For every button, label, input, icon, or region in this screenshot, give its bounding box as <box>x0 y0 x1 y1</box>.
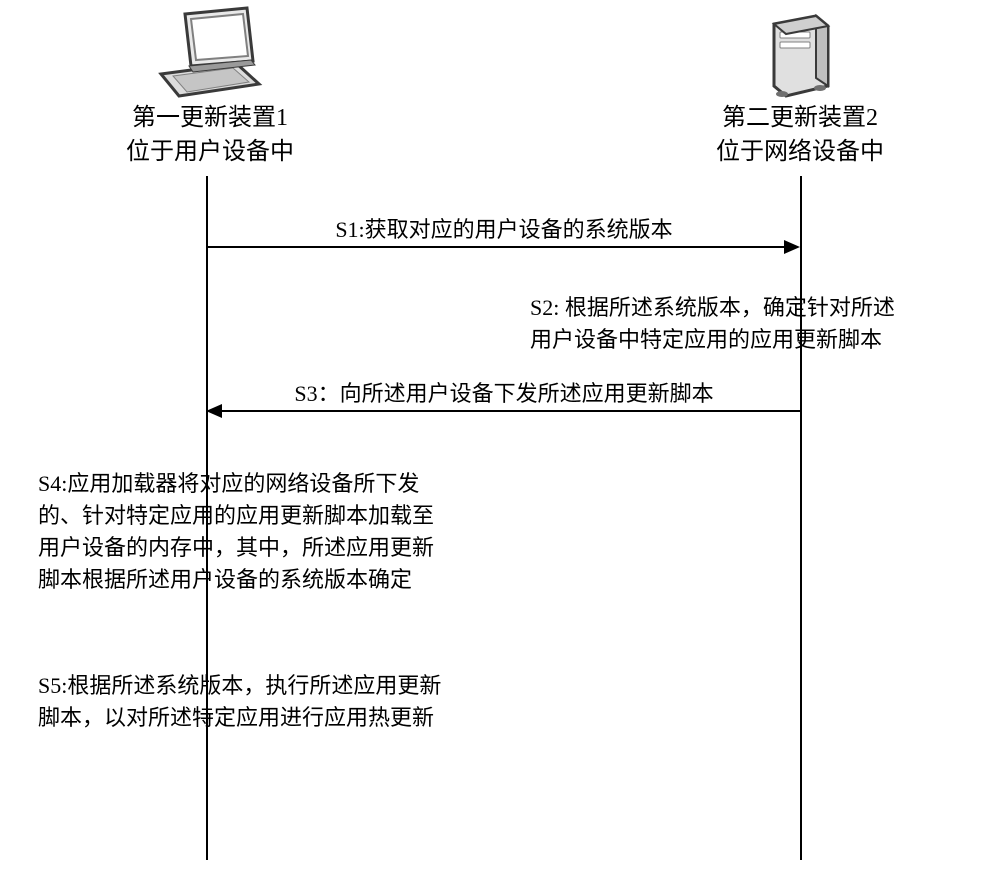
s3-arrow <box>222 410 800 412</box>
s1-arrow <box>208 246 784 248</box>
lifeline-right <box>800 176 802 860</box>
participant-right-title1: 第二更新装置2 <box>700 102 900 136</box>
s5-label-line1: S5:根据所述系统版本，执行所述应用更新 <box>38 670 478 702</box>
s4-label-line3: 用户设备的内存中，其中，所述应用更新 <box>38 532 478 564</box>
s2-label: S2: 根据所述系统版本，确定针对所述 用户设备中特定应用的应用更新脚本 <box>530 292 960 356</box>
participant-left-title1: 第一更新装置1 <box>110 102 310 136</box>
s4-label-line1: S4:应用加载器将对应的网络设备所下发 <box>38 468 478 500</box>
s2-label-line1: S2: 根据所述系统版本，确定针对所述 <box>530 292 960 324</box>
laptop-icon <box>155 6 265 98</box>
participant-right: 第二更新装置2 位于网络设备中 <box>700 6 900 169</box>
s2-label-line2: 用户设备中特定应用的应用更新脚本 <box>530 324 960 356</box>
participant-left: 第一更新装置1 位于用户设备中 <box>110 6 310 169</box>
s5-label: S5:根据所述系统版本，执行所述应用更新 脚本，以对所述特定应用进行应用热更新 <box>38 670 478 734</box>
s4-label-line2: 的、针对特定应用的应用更新脚本加载至 <box>38 500 478 532</box>
participant-left-title2: 位于用户设备中 <box>110 136 310 170</box>
s4-label-line4: 脚本根据所述用户设备的系统版本确定 <box>38 564 478 596</box>
s5-label-line2: 脚本，以对所述特定应用进行应用热更新 <box>38 702 478 734</box>
sequence-diagram: 第一更新装置1 位于用户设备中 第二更新装置2 位于网络设备中 S1:获取对应的… <box>0 0 1000 871</box>
participant-right-title2: 位于网络设备中 <box>700 136 900 170</box>
s1-label: S1:获取对应的用户设备的系统版本 <box>208 214 800 246</box>
s3-label: S3：向所述用户设备下发所述应用更新脚本 <box>208 378 800 410</box>
server-icon <box>760 6 840 98</box>
s4-label: S4:应用加载器将对应的网络设备所下发 的、针对特定应用的应用更新脚本加载至 用… <box>38 468 478 596</box>
